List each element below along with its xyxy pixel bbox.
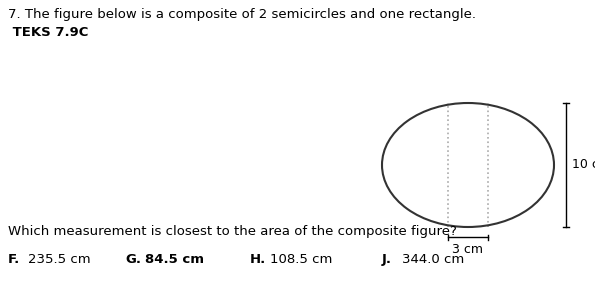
Text: 84.5 cm: 84.5 cm bbox=[145, 253, 204, 266]
Text: G.: G. bbox=[125, 253, 141, 266]
Text: 235.5 cm: 235.5 cm bbox=[28, 253, 90, 266]
Text: 108.5 cm: 108.5 cm bbox=[270, 253, 333, 266]
Text: 10 cm: 10 cm bbox=[572, 158, 595, 171]
Text: Which measurement is closest to the area of the composite figure?: Which measurement is closest to the area… bbox=[8, 225, 457, 238]
Text: TEKS 7.9C: TEKS 7.9C bbox=[8, 26, 89, 39]
Text: 7. The figure below is a composite of 2 semicircles and one rectangle.: 7. The figure below is a composite of 2 … bbox=[8, 8, 476, 21]
Text: 3 cm: 3 cm bbox=[453, 243, 484, 256]
Text: F.: F. bbox=[8, 253, 20, 266]
Text: J.: J. bbox=[382, 253, 392, 266]
Text: 344.0 cm: 344.0 cm bbox=[402, 253, 464, 266]
Text: H.: H. bbox=[250, 253, 266, 266]
